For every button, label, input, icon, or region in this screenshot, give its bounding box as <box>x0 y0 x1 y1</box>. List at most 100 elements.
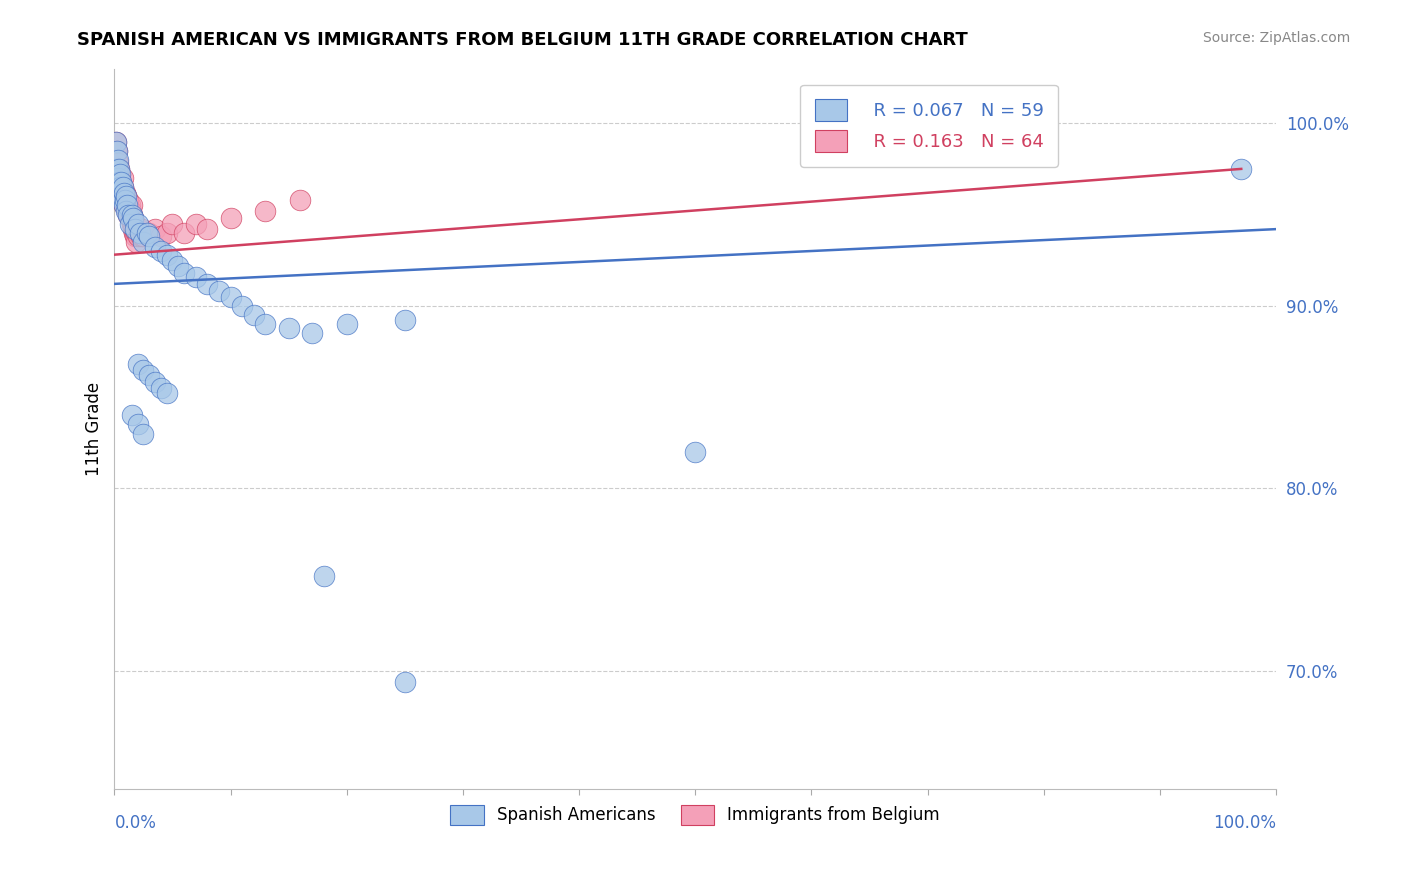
Point <box>118 217 141 231</box>
Point <box>110 171 132 186</box>
Point <box>114 186 136 200</box>
Point <box>162 253 184 268</box>
Point <box>118 198 141 212</box>
Point <box>149 244 172 258</box>
Point <box>110 189 132 203</box>
Point <box>162 217 184 231</box>
Point <box>108 167 131 181</box>
Point <box>129 226 152 240</box>
Point <box>394 674 416 689</box>
Point <box>111 180 134 194</box>
Point <box>115 189 138 203</box>
Point <box>149 229 172 244</box>
Point <box>127 357 149 371</box>
Point <box>122 211 145 226</box>
Point <box>167 259 190 273</box>
Point <box>120 211 142 226</box>
Y-axis label: 11th Grade: 11th Grade <box>86 382 103 476</box>
Point <box>121 207 143 221</box>
Point <box>117 198 139 212</box>
Text: 100.0%: 100.0% <box>1213 814 1277 832</box>
Point <box>124 229 146 244</box>
Point <box>110 167 132 181</box>
Point <box>107 156 129 170</box>
Point <box>104 144 127 158</box>
Point <box>124 222 146 236</box>
Point <box>195 277 218 291</box>
Point <box>277 320 299 334</box>
Point <box>112 189 135 203</box>
Point <box>104 135 127 149</box>
Point <box>195 222 218 236</box>
Point <box>105 144 128 158</box>
Point <box>112 198 135 212</box>
Point <box>336 317 359 331</box>
Text: SPANISH AMERICAN VS IMMIGRANTS FROM BELGIUM 11TH GRADE CORRELATION CHART: SPANISH AMERICAN VS IMMIGRANTS FROM BELG… <box>77 31 969 49</box>
Text: 0.0%: 0.0% <box>114 814 156 832</box>
Point <box>127 229 149 244</box>
Point <box>138 226 160 240</box>
Point <box>122 226 145 240</box>
Point <box>115 198 138 212</box>
Point <box>105 161 128 176</box>
Point <box>243 308 266 322</box>
Point <box>173 266 195 280</box>
Point <box>111 180 134 194</box>
Point <box>105 161 128 176</box>
Point <box>143 240 166 254</box>
Point <box>112 186 135 200</box>
Point <box>110 193 132 207</box>
Point <box>108 161 131 176</box>
Point <box>132 229 155 244</box>
Point <box>127 226 149 240</box>
Point <box>110 175 132 189</box>
Point <box>121 198 143 212</box>
Point <box>184 217 207 231</box>
Point <box>118 211 141 226</box>
Text: Source: ZipAtlas.com: Source: ZipAtlas.com <box>1202 31 1350 45</box>
Point <box>115 198 138 212</box>
Point <box>156 226 179 240</box>
Point <box>184 269 207 284</box>
Point <box>219 211 242 226</box>
Point <box>254 317 277 331</box>
Point <box>129 226 152 240</box>
Point <box>117 207 139 221</box>
Point <box>108 161 131 176</box>
Point <box>117 207 139 221</box>
Point <box>173 226 195 240</box>
Point <box>117 193 139 207</box>
Point <box>132 426 155 441</box>
Point <box>124 222 146 236</box>
Point <box>111 171 134 186</box>
Point <box>112 198 135 212</box>
Point <box>128 222 150 236</box>
Point <box>110 180 132 194</box>
Point <box>122 211 145 226</box>
Point <box>121 207 143 221</box>
Point <box>219 290 242 304</box>
Point <box>115 193 138 207</box>
Point <box>122 215 145 229</box>
Point <box>125 235 148 249</box>
Point <box>143 222 166 236</box>
Point <box>122 222 145 236</box>
Point <box>254 203 277 218</box>
Point <box>132 362 155 376</box>
Point <box>110 180 132 194</box>
Point <box>115 189 138 203</box>
Point <box>114 193 136 207</box>
Point <box>120 203 142 218</box>
Point <box>127 417 149 432</box>
Point <box>683 444 706 458</box>
Point <box>104 135 127 149</box>
Point <box>290 193 312 207</box>
Point <box>110 167 132 181</box>
Point <box>115 189 138 203</box>
Point <box>156 248 179 262</box>
Point <box>111 193 134 207</box>
Point <box>125 226 148 240</box>
Point <box>394 313 416 327</box>
Point <box>132 235 155 249</box>
Point <box>231 299 253 313</box>
